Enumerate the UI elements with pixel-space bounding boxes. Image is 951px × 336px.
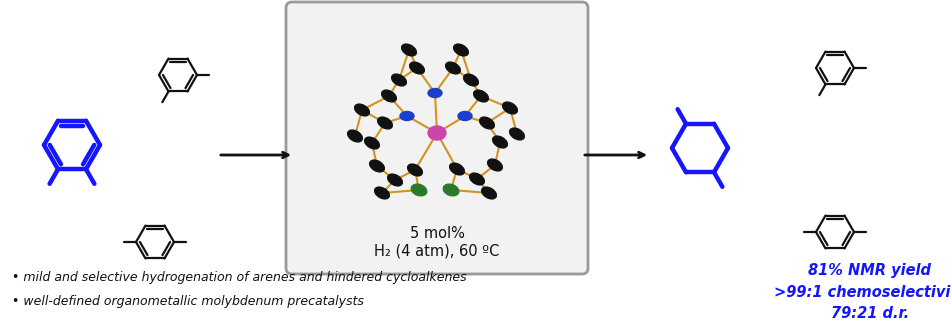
Ellipse shape [411,184,427,196]
Ellipse shape [408,164,422,176]
Ellipse shape [479,117,495,129]
Ellipse shape [388,174,402,186]
Ellipse shape [401,44,417,56]
Ellipse shape [364,137,379,149]
Ellipse shape [454,44,468,56]
Ellipse shape [428,126,446,140]
Text: >99:1 chemoselectivity: >99:1 chemoselectivity [773,285,951,299]
Ellipse shape [470,173,484,185]
Ellipse shape [400,112,414,121]
Ellipse shape [493,136,508,148]
Ellipse shape [428,88,442,97]
Ellipse shape [375,187,389,199]
Ellipse shape [348,130,362,142]
Ellipse shape [450,163,464,175]
Text: 81% NMR yield: 81% NMR yield [808,262,931,278]
Ellipse shape [446,62,460,74]
Ellipse shape [370,160,384,172]
Ellipse shape [458,112,472,121]
Text: 79:21 d.r.: 79:21 d.r. [831,306,909,322]
FancyBboxPatch shape [286,2,588,274]
Ellipse shape [503,102,517,114]
Ellipse shape [488,159,502,171]
Text: 5 mol%: 5 mol% [410,225,464,241]
Ellipse shape [474,90,489,102]
Text: H₂ (4 atm), 60 ºC: H₂ (4 atm), 60 ºC [375,244,499,258]
Ellipse shape [378,117,393,129]
Ellipse shape [443,184,458,196]
Text: • mild and selective hydrogenation of arenes and hindered cycloalkenes: • mild and selective hydrogenation of ar… [12,271,467,285]
Ellipse shape [355,104,369,116]
Ellipse shape [410,62,424,74]
Text: • well-defined organometallic molybdenum precatalysts: • well-defined organometallic molybdenum… [12,295,364,308]
Ellipse shape [381,90,397,102]
Ellipse shape [510,128,524,140]
Ellipse shape [392,74,406,86]
Ellipse shape [481,187,496,199]
Ellipse shape [464,74,478,86]
